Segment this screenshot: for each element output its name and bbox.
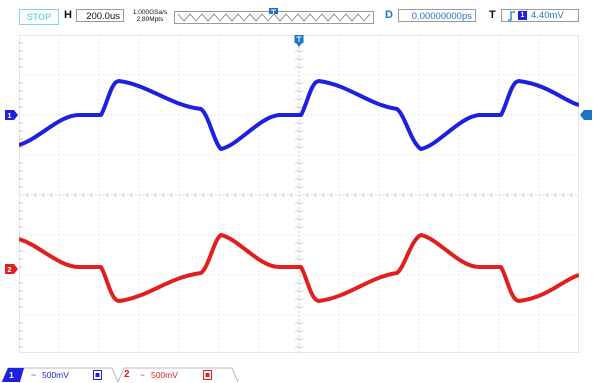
delay-value[interactable]: 0.00000000ps — [398, 9, 476, 22]
channel-2-impedance-icon — [203, 370, 212, 380]
trigger-level-marker[interactable] — [580, 110, 592, 120]
top-status-bar: STOP H 200.0us 1.000GSa/s 2.80Mpts D 0.0… — [0, 0, 593, 28]
rising-edge-icon — [508, 11, 515, 21]
channel-1-scale: 500mV — [42, 370, 69, 380]
trigger-level: 4.40mV — [531, 10, 564, 21]
channel-1-number: 1 — [9, 370, 14, 380]
channel-1-offset-marker[interactable]: 1 — [5, 110, 19, 120]
channel-2-offset-marker[interactable]: 2 — [5, 264, 19, 274]
channel-1-waveform — [19, 79, 579, 151]
delay-label: D — [385, 9, 393, 21]
run-stop-indicator[interactable]: STOP — [19, 9, 59, 25]
channel-status-bar: 1 ~ 500mV 2 ~ 500mV — [0, 363, 593, 383]
trigger-position-marker — [269, 8, 278, 14]
channel-1-impedance-icon — [93, 370, 102, 380]
memory-position-strip[interactable] — [174, 8, 374, 25]
center-axes — [19, 35, 579, 353]
channel-2-scale: 500mV — [151, 370, 178, 380]
horizontal-label: H — [64, 9, 72, 21]
channel-2-waveform — [19, 233, 579, 303]
channel-1-tab[interactable]: 1 ~ 500mV — [0, 368, 118, 382]
trigger-source-badge: 1 — [518, 11, 527, 20]
waveform-display[interactable] — [19, 35, 579, 353]
timebase-value[interactable]: 200.0us — [76, 9, 124, 22]
svg-text:2: 2 — [7, 265, 11, 274]
trigger-label: T — [489, 9, 496, 21]
memory-depth: 2.80Mpts — [136, 16, 164, 23]
channel-2-coupling: ~ — [140, 370, 145, 380]
channel-2-number: 2 — [124, 369, 130, 380]
trigger-settings[interactable]: 1 4.40mV — [501, 9, 579, 22]
channel-1-coupling: ~ — [31, 370, 36, 380]
trigger-time-marker[interactable] — [294, 35, 304, 47]
channel-2-tab[interactable]: 2 ~ 500mV — [118, 368, 238, 382]
svg-text:1: 1 — [7, 111, 11, 120]
sample-rate: 1.000GSa/s — [132, 9, 168, 16]
